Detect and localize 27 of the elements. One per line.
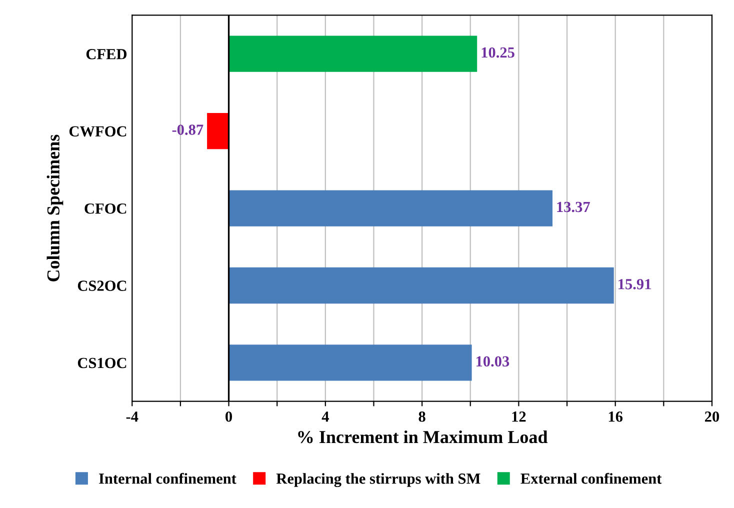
data-label: 15.91 bbox=[618, 279, 651, 290]
y-axis-title: Column Specimens bbox=[46, 134, 64, 282]
bar bbox=[228, 267, 614, 304]
x-tick-label: 12 bbox=[512, 412, 526, 422]
legend-label: Replacing the stirrups with SM bbox=[276, 473, 480, 488]
y-tick-label: CS2OC bbox=[78, 280, 126, 291]
y-tick-label: CWFOC bbox=[69, 126, 126, 137]
legend-label: Internal confinement bbox=[99, 472, 236, 484]
x-axis-title: % Increment in Maximum Load bbox=[298, 430, 548, 444]
y-tick-label: CS1OC bbox=[78, 358, 126, 368]
y-tick-label: CFED bbox=[86, 49, 127, 60]
data-label: 13.37 bbox=[557, 202, 590, 212]
x-tick-label: 4 bbox=[322, 412, 329, 422]
bar bbox=[228, 190, 552, 226]
bar bbox=[228, 344, 472, 381]
data-label: 10.25 bbox=[482, 47, 514, 58]
data-label: -0.87 bbox=[172, 124, 204, 135]
y-tick-label: CFOC bbox=[84, 203, 126, 214]
x-tick-label: 8 bbox=[418, 411, 426, 422]
x-tick-label: -4 bbox=[126, 412, 138, 422]
legend-label: External confinement bbox=[520, 472, 662, 484]
data-label: 10.03 bbox=[476, 356, 510, 367]
x-tick-label: 20 bbox=[704, 411, 720, 422]
x-tick-label: 0 bbox=[226, 411, 232, 422]
bar bbox=[207, 112, 230, 150]
x-tick-label: 16 bbox=[608, 412, 623, 422]
bar bbox=[228, 36, 478, 72]
